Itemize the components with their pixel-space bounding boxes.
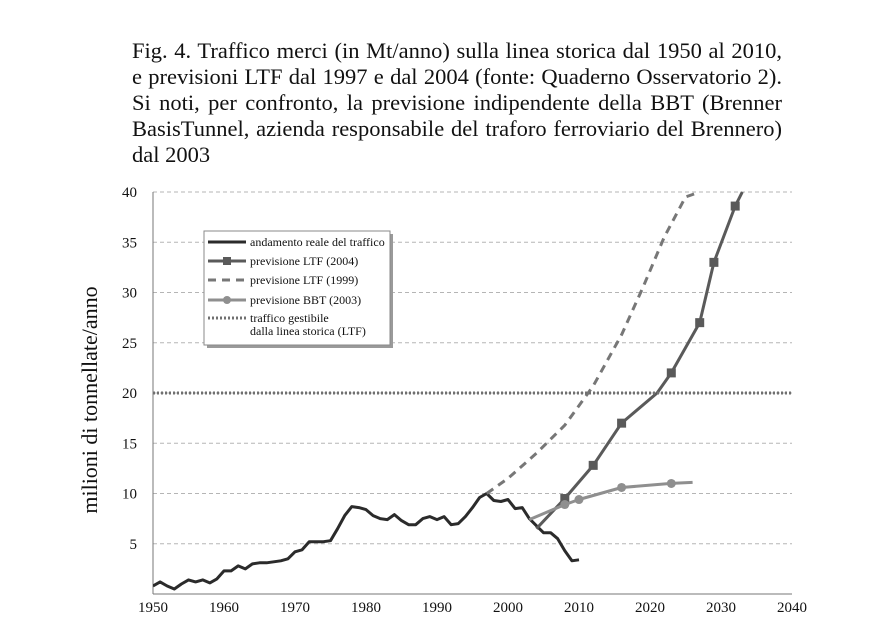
x-tick-label: 1960 (209, 600, 239, 616)
series-line-0 (153, 492, 580, 591)
y-tick-label: 10 (122, 487, 137, 503)
x-tick-label: 2040 (777, 600, 807, 616)
series-layer (153, 190, 792, 591)
legend: andamento reale del traffico previsione L… (203, 230, 393, 348)
data-point-square (588, 460, 598, 470)
legend-label: previsione LTF (1999) (250, 273, 358, 287)
legend-label: dalla linea storica (LTF) (250, 324, 366, 338)
x-tick-label: 1970 (280, 600, 310, 616)
x-tick-label: 1990 (422, 600, 452, 616)
data-point-square (730, 201, 740, 211)
x-tick-label: 2020 (635, 600, 665, 616)
y-tick-label: 30 (122, 286, 137, 302)
y-tick-label: 5 (130, 537, 138, 553)
x-tick-label: 1950 (138, 600, 168, 616)
y-tick-label: 25 (122, 336, 137, 352)
x-tick-label: 2010 (564, 600, 594, 616)
data-point-circle (560, 500, 570, 510)
legend-label: previsione BBT (2003) (250, 293, 361, 307)
y-tick-labels: 5 10 15 20 25 30 35 40 (122, 185, 137, 553)
legend-marker-square (223, 257, 231, 265)
data-point-circle (617, 482, 627, 492)
y-tick-label: 40 (122, 185, 137, 201)
y-axis-label: milioni di tonnellate/anno (77, 286, 102, 513)
series-line-1 (535, 191, 744, 530)
y-tick-label: 20 (122, 386, 137, 402)
data-point-square (695, 318, 705, 328)
x-tick-label: 1980 (351, 600, 381, 616)
legend-marker-circle (223, 296, 231, 304)
legend-label: andamento reale del traffico (250, 235, 385, 249)
y-tick-label: 15 (122, 436, 137, 452)
data-point-circle (574, 495, 584, 505)
x-tick-label: 2030 (706, 600, 736, 616)
data-point-square (666, 368, 676, 378)
x-tick-label: 2000 (493, 600, 523, 616)
legend-label: previsione LTF (2004) (250, 254, 358, 268)
figure-caption: Fig. 4. Traffico merci (in Mt/anno) sull… (132, 38, 782, 167)
data-point-circle (666, 478, 676, 488)
legend-box (203, 230, 391, 346)
y-tick-label: 35 (122, 235, 137, 251)
series-line-3 (528, 480, 693, 521)
data-point-square (617, 418, 627, 428)
legend-label: traffico gestibile (250, 311, 329, 325)
x-tick-labels: 1950 1960 1970 1980 1990 2000 2010 2020 2030 2040 (138, 600, 807, 616)
series-line-2 (485, 190, 701, 495)
data-point-square (560, 494, 570, 504)
data-point-square (709, 257, 719, 267)
